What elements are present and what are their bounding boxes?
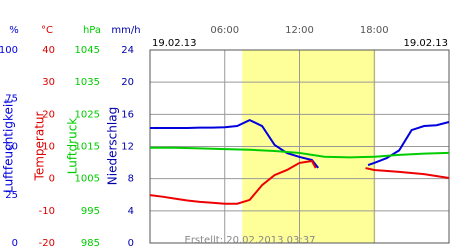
series-line xyxy=(150,118,450,169)
axis-unit: % xyxy=(9,25,19,36)
y-tick-label: 40 xyxy=(42,45,55,56)
date-right: 19.02.13 xyxy=(403,38,448,49)
series-line xyxy=(150,146,450,159)
y-tick-label: 0 xyxy=(49,174,55,185)
axis-title: Temperatur xyxy=(33,111,47,181)
y-tick-label: 75 xyxy=(5,93,18,104)
y-tick-label: 0 xyxy=(12,238,18,249)
y-tick-label: 0 xyxy=(128,238,134,249)
y-tick-label: -20 xyxy=(39,238,55,249)
y-tick-label: 12 xyxy=(121,142,134,153)
y-tick-label: 4 xyxy=(128,206,134,217)
y-tick-label: 995 xyxy=(81,206,100,217)
x-tick-label: 12:00 xyxy=(285,25,314,36)
y-tick-label: 16 xyxy=(121,109,134,120)
plot-frame xyxy=(149,49,450,244)
y-tick-label: 985 xyxy=(81,238,100,249)
y-tick-label: 1035 xyxy=(75,77,100,88)
y-tick-label: 1015 xyxy=(75,142,100,153)
x-tick-label: 18:00 xyxy=(360,25,389,36)
axis-title: Niederschlag xyxy=(106,107,120,185)
axis-unit: °C xyxy=(41,25,53,36)
y-tick-label: 10 xyxy=(42,142,55,153)
y-tick-label: 20 xyxy=(121,77,134,88)
y-tick-label: 1025 xyxy=(75,109,100,120)
y-tick-label: 1045 xyxy=(75,45,100,56)
y-tick-label: 25 xyxy=(5,190,18,201)
y-tick-label: 50 xyxy=(5,142,18,153)
y-tick-label: 30 xyxy=(42,77,55,88)
axis-title: Luftdruck xyxy=(66,118,80,175)
axis-unit: mm/h xyxy=(111,25,140,36)
date-left: 19.02.13 xyxy=(152,38,197,49)
y-tick-label: 1005 xyxy=(75,174,100,185)
y-tick-label: 20 xyxy=(42,109,55,120)
axis-title: Luftfeuchtigkeit xyxy=(2,99,16,193)
series-line xyxy=(149,159,450,205)
footer: Erstellt: 20.02.2013 03:37 xyxy=(185,235,316,246)
x-tick-label: 06:00 xyxy=(210,25,239,36)
y-tick-label: 100 xyxy=(0,45,18,56)
y-tick-label: -10 xyxy=(39,206,55,217)
y-tick-label: 8 xyxy=(128,174,134,185)
y-tick-label: 24 xyxy=(121,45,134,56)
axis-unit: hPa xyxy=(83,25,101,36)
